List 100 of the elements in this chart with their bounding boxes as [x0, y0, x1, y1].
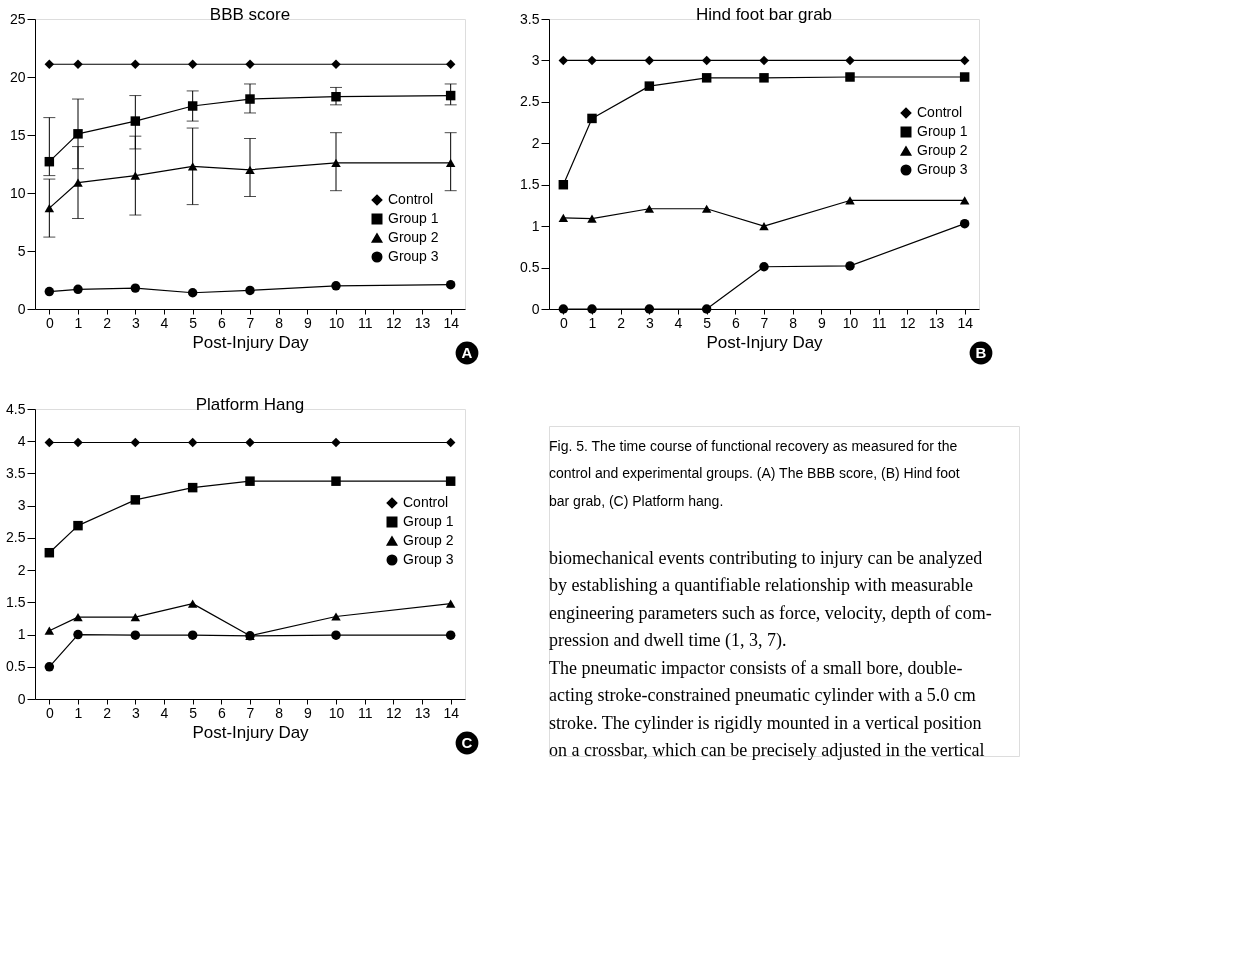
y-tick-label: 0	[17, 300, 26, 317]
x-axis-title: Post-Injury Day	[192, 722, 310, 742]
x-tick-label: 1	[588, 314, 597, 331]
y-tick-label: 0	[531, 300, 540, 317]
legend-label: Group 2	[388, 229, 439, 245]
x-tick-label: 12	[900, 314, 916, 331]
x-tick-label: 14	[957, 314, 974, 331]
y-tick-label: 2	[17, 561, 26, 578]
legend-label: Group 1	[388, 210, 439, 226]
x-tick-label: 6	[731, 314, 740, 331]
y-tick-label: 1	[17, 626, 26, 643]
y-tick-label: 1	[531, 217, 540, 234]
y-tick-label: 15	[9, 126, 26, 143]
x-tick-label: 8	[275, 314, 284, 331]
y-tick-label: 5	[17, 242, 26, 259]
x-tick-label: 2	[103, 314, 112, 331]
text: The pneumatic impactor consists of a small bore, double-	[549, 657, 963, 678]
y-tick-label: 0.5	[6, 658, 26, 675]
legend-label: Group 2	[917, 142, 968, 158]
x-tick-label: 3	[131, 314, 140, 331]
x-tick-label: 4	[674, 314, 683, 331]
text: bar grab, (C) Platform hang.	[549, 492, 724, 509]
text: B	[975, 344, 987, 361]
legend-label: Group 3	[917, 161, 968, 177]
chart-title: BBB score	[209, 5, 291, 24]
x-tick-label: 9	[303, 704, 312, 721]
x-axis-title: Post-Injury Day	[192, 332, 310, 352]
y-tick-label: 4.5	[6, 400, 26, 417]
y-tick-label: 25	[9, 10, 26, 27]
x-tick-label: 5	[189, 314, 198, 331]
x-tick-label: 14	[443, 314, 460, 331]
x-tick-label: 8	[275, 704, 284, 721]
x-tick-label: 9	[303, 314, 312, 331]
x-tick-label: 9	[817, 314, 826, 331]
text: by establishing a quantifiable relationship with measurable	[549, 575, 973, 596]
text: stroke. The cylinder is rigidly mounted in a vertical position	[549, 712, 982, 733]
x-tick-label: 6	[217, 704, 226, 721]
x-tick-label: 3	[645, 314, 654, 331]
x-tick-label: 7	[246, 314, 255, 331]
y-tick-label: 2	[531, 134, 540, 151]
legend-label: Group 3	[403, 551, 454, 567]
x-tick-label: 10	[842, 314, 859, 331]
y-tick-label: 3	[17, 497, 26, 514]
x-tick-label: 7	[246, 704, 255, 721]
text: control and experimental groups. (A) The BBB score, (B) Hind foot	[549, 465, 960, 482]
legend-label: Group 3	[388, 248, 439, 264]
x-tick-label: 2	[617, 314, 626, 331]
legend-label: Group 1	[917, 123, 968, 139]
text: biomechanical events contributing to injury can be analyzed	[549, 547, 983, 568]
y-tick-label: 1.5	[6, 593, 26, 610]
x-tick-label: 5	[703, 314, 712, 331]
x-tick-label: 11	[357, 704, 373, 721]
y-tick-label: 2.5	[6, 529, 26, 546]
x-tick-label: 12	[386, 704, 402, 721]
y-tick-label: 2.5	[520, 93, 540, 110]
x-tick-label: 0	[45, 704, 54, 721]
y-tick-label: 3	[531, 51, 540, 68]
x-tick-label: 13	[928, 314, 945, 331]
y-tick-label: 0.5	[520, 259, 540, 276]
x-tick-label: 11	[357, 314, 373, 331]
y-tick-label: 10	[9, 184, 26, 201]
legend-label: Control	[388, 191, 434, 207]
legend-label: Control	[917, 104, 963, 120]
x-tick-label: 10	[328, 704, 345, 721]
x-tick-label: 13	[414, 704, 431, 721]
x-tick-label: 6	[217, 314, 226, 331]
x-tick-label: 4	[160, 704, 169, 721]
x-tick-label: 13	[414, 314, 431, 331]
x-tick-label: 0	[45, 314, 54, 331]
text: A	[461, 344, 473, 361]
x-tick-label: 2	[103, 704, 112, 721]
caption: Fig. 5. The time course of functional recovery as measured for the	[549, 437, 958, 454]
x-tick-label: 12	[386, 314, 402, 331]
legend-label: Group 1	[403, 513, 454, 529]
x-tick-label: 5	[189, 704, 198, 721]
x-tick-label: 4	[160, 314, 169, 331]
chart-title: Platform Hang	[195, 395, 305, 414]
x-tick-label: 8	[789, 314, 798, 331]
chart-title: Hind foot bar grab	[695, 5, 833, 24]
text: acting stroke-constrained pneumatic cylinder with a 5.0 cm	[549, 685, 976, 706]
text: pression and dwell time (1, 3, 7).	[549, 630, 787, 652]
legend-label: Control	[403, 494, 449, 510]
y-tick-label: 3.5	[520, 10, 540, 27]
y-tick-label: 20	[9, 68, 26, 85]
text: C	[461, 734, 473, 751]
x-tick-label: 0	[559, 314, 568, 331]
text: engineering parameters such as force, velocity, depth of com-	[549, 602, 992, 623]
x-tick-label: 3	[131, 704, 140, 721]
legend-label: Group 2	[403, 532, 454, 548]
y-tick-label: 4	[17, 432, 26, 449]
y-tick-label: 0	[17, 690, 26, 707]
x-tick-label: 11	[871, 314, 887, 331]
x-tick-label: 14	[443, 704, 460, 721]
x-tick-label: 1	[74, 314, 83, 331]
x-tick-label: 10	[328, 314, 345, 331]
x-axis-title: Post-Injury Day	[706, 332, 824, 352]
text: on a crossbar, which can be precisely adjusted in the vertical	[549, 740, 985, 761]
y-tick-label: 3.5	[6, 464, 26, 481]
y-tick-label: 1.5	[520, 176, 540, 193]
x-tick-label: 1	[74, 704, 83, 721]
